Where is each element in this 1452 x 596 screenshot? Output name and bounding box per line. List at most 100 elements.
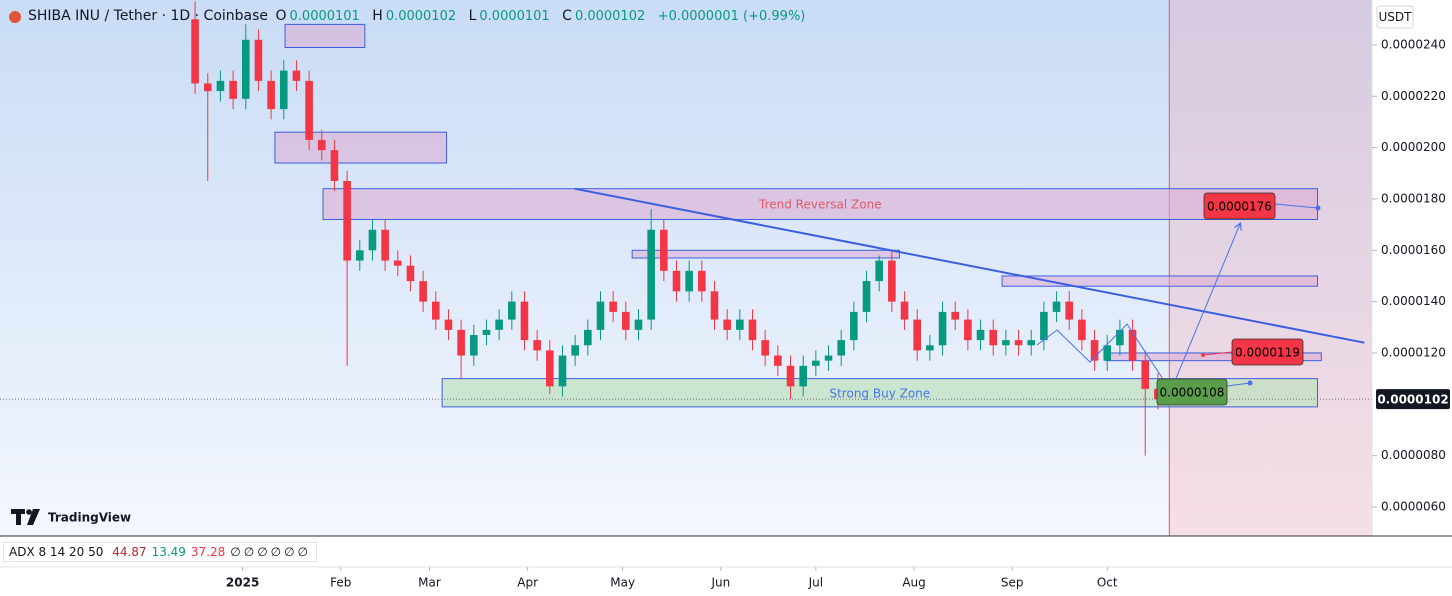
zigzag <box>1036 323 1171 391</box>
price-tag-label: 0.0000176 <box>1207 200 1272 214</box>
candle-body <box>444 319 453 330</box>
candle-body <box>267 80 275 110</box>
candle-body <box>964 319 972 341</box>
time-scale <box>0 567 1452 596</box>
price-tag-label: 0.0000108 <box>1160 386 1225 400</box>
ohlc-value: 0.0000101 <box>289 9 360 24</box>
y-tick-label: 0.0000080 <box>1381 448 1446 462</box>
candle-body <box>584 329 592 346</box>
candle-body <box>736 319 744 330</box>
y-tick-label: 0.0000160 <box>1381 243 1446 257</box>
candle-body <box>203 83 212 92</box>
price-tag[interactable] <box>1231 338 1304 366</box>
legend-header: SHIBA INU / Tether · 1D · Coinbase O 0.00… <box>28 8 813 24</box>
drawings: 0.0000176 0.0000119 0.0000108 <box>1036 192 1321 406</box>
candle-body <box>1052 301 1061 312</box>
tag-handle <box>1247 380 1253 386</box>
x-tick-label: Feb <box>330 576 351 590</box>
indicator-extra: ∅ <box>284 545 295 559</box>
currency: USDT <box>1379 10 1413 24</box>
candle-body <box>279 70 288 110</box>
indicator-extra: ∅ <box>243 545 255 559</box>
candle-body <box>229 80 237 99</box>
candle-body <box>470 335 478 356</box>
candle-body <box>305 80 313 140</box>
candle-body <box>976 329 985 341</box>
tag-line <box>1226 382 1251 387</box>
indicator-extra: ∅ <box>257 545 268 559</box>
candle-body <box>1141 360 1150 389</box>
last-price-box <box>1376 389 1450 410</box>
projection-area <box>1169 0 1372 536</box>
indicator-label: ADX 8 14 20 50 <box>9 545 104 559</box>
y-tick-label: 0.0000060 <box>1381 499 1446 513</box>
candle-body <box>913 319 922 351</box>
candle-body <box>1103 345 1112 361</box>
ohlc-key: O <box>275 8 287 24</box>
candle-body <box>406 265 415 282</box>
y-tick-label: 0.0000220 <box>1381 89 1446 103</box>
candle-body <box>355 250 364 261</box>
candle-body <box>1065 301 1074 320</box>
candle-body <box>1116 329 1124 346</box>
price-tag[interactable] <box>1203 192 1276 220</box>
candle-body <box>698 270 706 292</box>
x-tick-label: 2025 <box>226 576 259 590</box>
candle-body <box>647 229 655 320</box>
candle-body <box>533 340 541 351</box>
candle-body <box>1014 340 1023 346</box>
candle-body <box>317 139 326 151</box>
candle-body <box>1027 340 1036 346</box>
candle-body <box>710 291 719 320</box>
zone-label: Trend Reversal Zone <box>758 198 882 212</box>
candle-body <box>900 301 909 320</box>
candle-body <box>837 340 845 356</box>
candle-body <box>875 260 883 282</box>
candle-body <box>951 311 960 320</box>
last-price-label: 0.0000102 <box>1377 393 1448 407</box>
candle-body <box>457 329 465 356</box>
symbol: SHIBA INU / Tether · 1D · Coinbase <box>28 8 269 24</box>
y-tick-label: 0.0000120 <box>1381 345 1446 359</box>
candle-body <box>330 150 339 181</box>
candle-body <box>888 260 896 302</box>
indicator-extra: ∅ <box>270 545 282 559</box>
indicator-legend: ADX 8 14 20 50 44.87 13.49 37.28 ∅ ∅ ∅ ∅ ∅ ∅ <box>3 542 317 562</box>
ohlc-value: 0.0000101 <box>479 9 550 24</box>
candle-body <box>508 301 516 320</box>
candle-body <box>761 340 769 356</box>
ohlc-key: L <box>468 8 477 24</box>
price-tag[interactable] <box>1156 378 1228 406</box>
ohlc-value: 0.0000102 <box>574 9 646 24</box>
candle-body <box>938 311 947 346</box>
candle-body <box>634 319 643 330</box>
indicator-extra: ∅ <box>297 545 308 559</box>
candle-body <box>368 229 377 251</box>
candle-body <box>786 365 795 387</box>
indicator-value: 13.49 <box>151 545 186 559</box>
zone <box>274 131 448 164</box>
candle-body <box>431 301 440 320</box>
tag-handle <box>1315 205 1321 211</box>
candle-body <box>774 355 782 366</box>
x-tick-label: Sep <box>1001 576 1024 590</box>
change: +0.0000001 (+0.99%) <box>657 9 806 24</box>
y-tick-label: 0.0000200 <box>1381 140 1446 154</box>
candle-body <box>419 281 427 302</box>
candle-body <box>926 345 934 351</box>
candle-body <box>191 19 199 84</box>
logo: TradingView <box>48 511 131 525</box>
candle-body <box>571 345 579 356</box>
candle-body <box>989 329 998 346</box>
y-tick-label: 0.0000240 <box>1381 37 1446 51</box>
candle-body <box>609 301 617 312</box>
currency-box[interactable] <box>1376 5 1414 29</box>
candle-body <box>393 260 402 266</box>
candle-body <box>381 229 389 261</box>
candle-body <box>254 39 263 81</box>
tag-line <box>1274 203 1319 209</box>
candle-body <box>1090 340 1099 361</box>
x-tick-label: Aug <box>902 576 925 590</box>
candle-body <box>520 301 529 341</box>
